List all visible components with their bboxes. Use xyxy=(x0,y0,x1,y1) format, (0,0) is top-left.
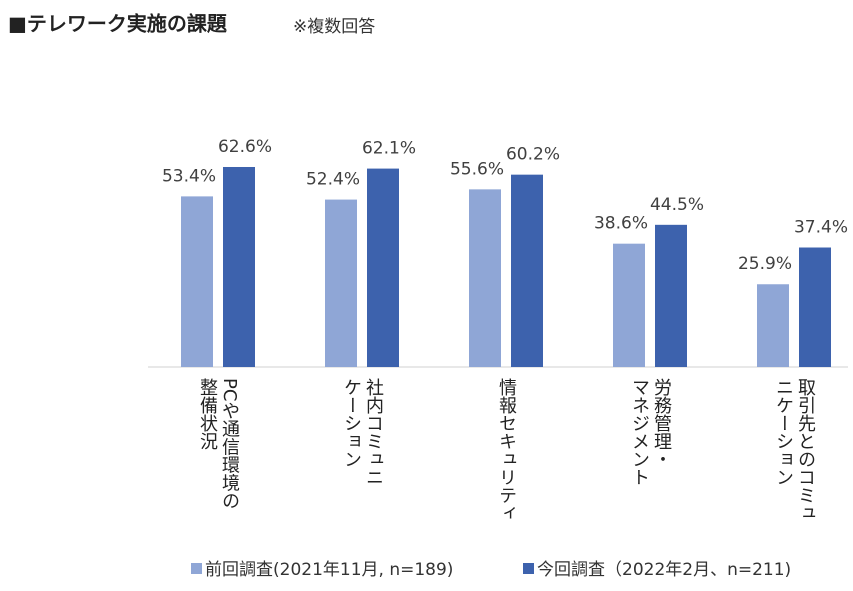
x-tick-label: 労務管理・ マネジメント xyxy=(629,378,672,486)
bar xyxy=(655,224,687,367)
legend-swatch xyxy=(191,563,202,574)
data-label: 25.9% xyxy=(738,254,792,274)
bar xyxy=(367,168,399,367)
bar xyxy=(469,189,501,367)
x-tick-label: PCや通信環境の 整備状況 xyxy=(197,378,240,510)
bar xyxy=(181,196,213,367)
x-tick-label: 情報セキュリティ xyxy=(496,378,517,522)
bar xyxy=(325,199,357,367)
data-label: 60.2% xyxy=(506,145,560,165)
chart-subtitle: ※複数回答 xyxy=(293,17,375,37)
data-label: 37.4% xyxy=(794,218,848,238)
legend-swatch xyxy=(523,563,534,574)
data-label: 53.4% xyxy=(162,166,216,186)
x-tick-label: 社内コミュニ ケーション xyxy=(341,378,384,486)
bar xyxy=(799,247,831,367)
x-tick-label: 取引先とのコミュ ニケーション xyxy=(773,378,816,522)
data-label: 55.6% xyxy=(450,159,504,179)
bar xyxy=(613,243,645,367)
bar xyxy=(757,284,789,367)
data-label: 44.5% xyxy=(650,195,704,215)
data-label: 52.4% xyxy=(306,170,360,190)
legend-label: 前回調査(2021年11月, n=189) xyxy=(205,560,453,580)
bar xyxy=(511,174,543,367)
chart-title: ■テレワーク実施の課題 xyxy=(8,12,228,36)
data-label: 62.1% xyxy=(362,139,416,159)
legend-label: 今回調査（2022年2月、n=211) xyxy=(537,560,791,580)
data-label: 38.6% xyxy=(594,214,648,234)
bar xyxy=(223,166,255,367)
data-label: 62.6% xyxy=(218,137,272,157)
